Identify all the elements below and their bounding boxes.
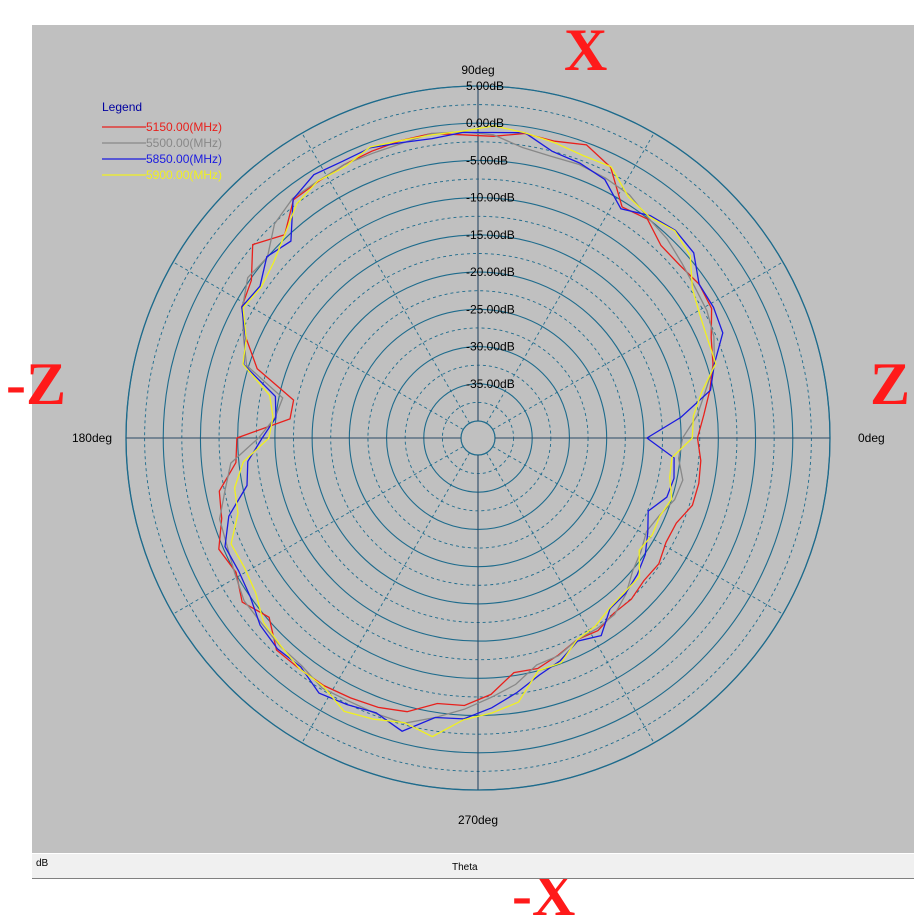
angle-label: 90deg (461, 63, 494, 77)
legend-item-label: 5900.00(MHz) (146, 168, 222, 182)
radial-tick-label: -15.00dB (466, 228, 515, 242)
radial-tick-label: -35.00dB (466, 377, 515, 391)
legend-title: Legend (102, 100, 142, 114)
radial-tick-label: -25.00dB (466, 302, 515, 316)
series-line-0 (218, 132, 714, 713)
grid-spoke-330 (492, 446, 784, 615)
status-bar: dB Theta (32, 853, 914, 879)
grid-spoke-120 (301, 132, 470, 424)
grid-spoke-300 (486, 452, 655, 744)
grid-spoke-60 (486, 132, 655, 424)
series-line-1 (218, 131, 716, 724)
legend-item-label: 5500.00(MHz) (146, 136, 222, 150)
polar-chart: 5.00dB 0.00dB -5.00dB -10.00dB -15.00dB -20.0… (72, 63, 885, 827)
legend-item-label: 5150.00(MHz) (146, 120, 222, 134)
polar-grid (125, 85, 831, 791)
angle-label: 0deg (858, 431, 885, 445)
series-layer (218, 125, 724, 738)
radial-tick-labels: 5.00dB 0.00dB -5.00dB -10.00dB -15.00dB -20.0… (466, 79, 515, 391)
radial-tick-label: -30.00dB (466, 340, 515, 354)
angle-label: 180deg (72, 431, 112, 445)
radial-tick-label: 0.00dB (466, 116, 504, 130)
angle-labels: 0deg 90deg 180deg 270deg (72, 63, 885, 827)
radial-tick-label: -10.00dB (466, 191, 515, 205)
grid-spoke-210 (172, 446, 464, 615)
radial-tick-label: -20.00dB (466, 265, 515, 279)
plot-panel: 5.00dB 0.00dB -5.00dB -10.00dB -15.00dB -20.0… (32, 25, 914, 853)
series-line-2 (224, 131, 724, 732)
legend: Legend 5150.00(MHz) 5500.00(MHz) 5850.00(M… (102, 100, 222, 182)
grid-spoke-150 (172, 261, 464, 430)
series-line-3 (230, 125, 717, 738)
angle-label: 270deg (458, 813, 498, 827)
legend-item-label: 5850.00(MHz) (146, 152, 222, 166)
grid-inner-circle (460, 420, 496, 456)
radial-tick-label: 5.00dB (466, 79, 504, 93)
status-axis-label: Theta (452, 862, 478, 873)
status-unit-label: dB (36, 858, 49, 869)
radial-tick-label: -5.00dB (466, 153, 508, 167)
grid-spoke-240 (301, 452, 470, 744)
grid-spoke-30 (492, 261, 784, 430)
